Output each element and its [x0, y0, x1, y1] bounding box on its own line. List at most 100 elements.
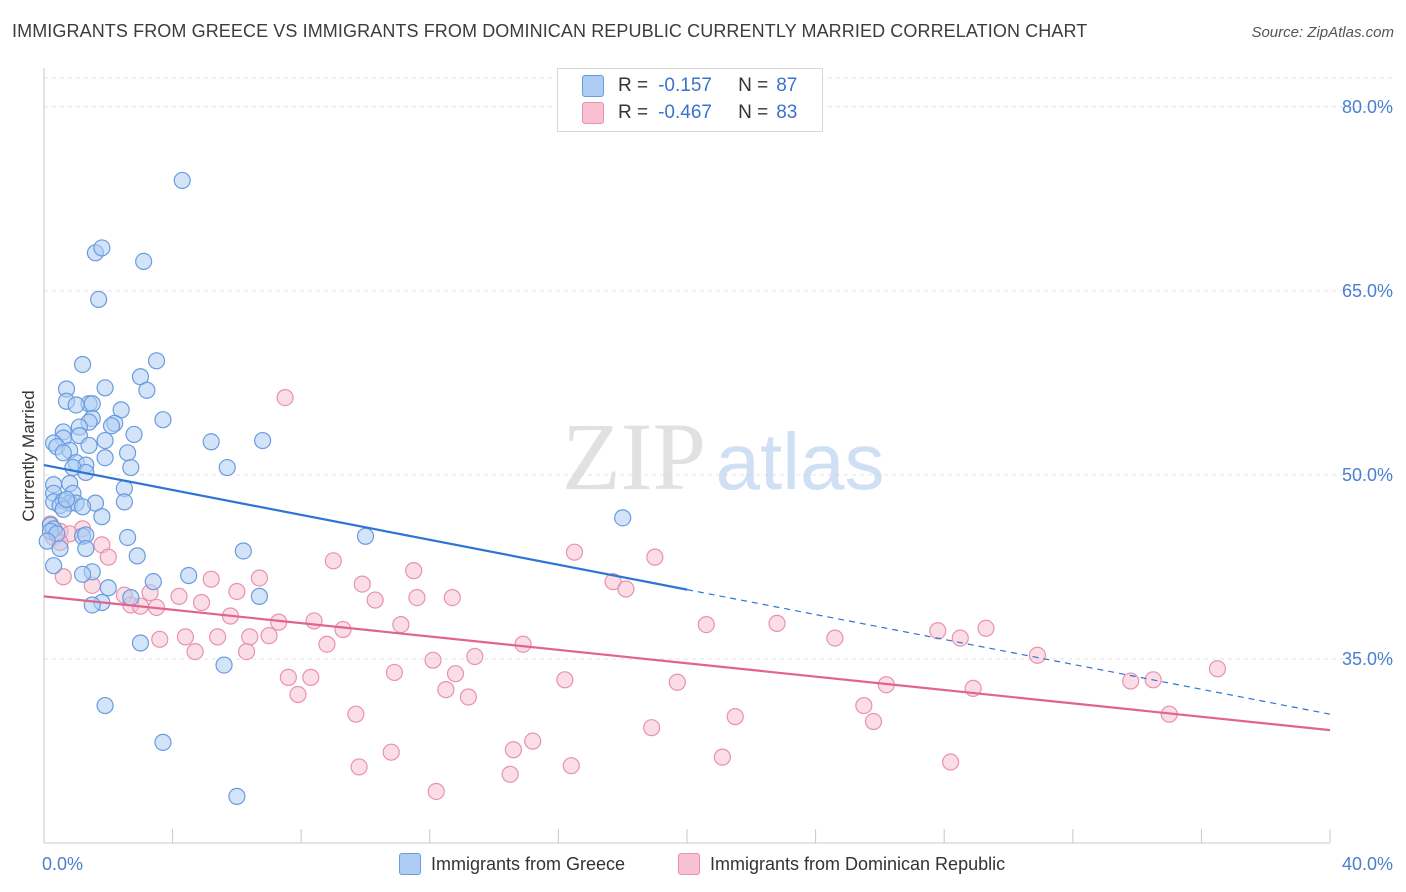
dominican-republic-trend-line — [43, 595, 1331, 732]
data-point-greece — [73, 498, 92, 516]
data-point-dominican-republic — [260, 627, 278, 645]
data-point-greece — [54, 444, 72, 462]
y-tick-label: 65.0% — [1342, 281, 1393, 301]
y-tick-label: 50.0% — [1342, 465, 1393, 485]
data-point-dominican-republic — [276, 389, 294, 407]
data-point-dominican-republic — [556, 671, 574, 689]
data-point-dominican-republic — [186, 642, 204, 661]
data-point-greece — [96, 431, 114, 450]
data-point-dominican-republic — [99, 548, 117, 566]
data-point-greece — [147, 352, 166, 370]
data-point-dominican-republic — [405, 562, 423, 580]
axes — [43, 68, 1331, 844]
r-label: R = — [618, 75, 649, 96]
data-point-dominican-republic — [668, 673, 686, 691]
data-point-dominican-republic — [366, 591, 384, 609]
data-point-dominican-republic — [514, 635, 532, 653]
data-point-greece — [83, 395, 101, 413]
data-point-dominican-republic — [334, 620, 352, 639]
data-point-dominican-republic — [241, 628, 259, 646]
data-point-dominican-republic — [151, 630, 169, 648]
data-point-greece — [77, 539, 95, 558]
greece-trend-extension — [686, 589, 1331, 715]
data-point-greece — [218, 458, 236, 477]
data-point-greece — [118, 528, 137, 547]
data-point-greece — [154, 733, 172, 751]
data-point-greece — [99, 579, 117, 597]
data-point-greece — [93, 239, 111, 257]
n-value: 87 — [776, 75, 798, 96]
tick-labels: 35.0% 50.0% 65.0% 80.0% 0.0% 40.0% — [42, 97, 1393, 874]
data-point-dominican-republic — [697, 615, 715, 634]
data-point-dominican-republic — [202, 570, 220, 588]
data-point-dominican-republic — [385, 663, 404, 682]
greece-swatch — [582, 75, 604, 97]
data-point-dominican-republic — [209, 628, 227, 646]
data-point-dominican-republic — [826, 629, 844, 647]
data-point-greece — [122, 589, 140, 607]
data-point-dominican-republic — [437, 681, 455, 699]
greece-trend-line — [43, 464, 688, 591]
data-point-dominican-republic — [228, 582, 246, 601]
data-point-dominican-republic — [279, 668, 297, 686]
data-point-dominican-republic — [617, 580, 635, 598]
data-point-dominican-republic — [459, 688, 477, 706]
data-point-dominican-republic — [446, 665, 465, 683]
data-point-dominican-republic — [864, 712, 883, 731]
gridlines — [44, 77, 1395, 660]
data-point-greece — [73, 565, 92, 583]
data-point-greece — [90, 290, 108, 309]
data-point-greece — [356, 527, 375, 545]
data-point-dominican-republic — [951, 629, 969, 647]
r-value: -0.157 — [658, 75, 712, 96]
data-point-greece — [202, 433, 220, 451]
data-point-dominican-republic — [646, 548, 664, 566]
data-point-dominican-republic — [713, 748, 731, 766]
data-point-greece — [614, 509, 632, 527]
data-point-greece — [96, 449, 114, 467]
data-point-greece — [93, 508, 111, 526]
data-point-greece — [67, 396, 85, 414]
data-point-dominican-republic — [382, 743, 400, 761]
data-point-greece — [57, 490, 76, 509]
n-value: 83 — [776, 102, 798, 123]
data-point-greece — [102, 417, 121, 435]
data-point-dominican-republic — [170, 587, 188, 605]
data-point-dominican-republic — [466, 647, 484, 666]
legend-row-dominican-republic: R = -0.467 N = 83 — [582, 101, 797, 125]
data-point-dominican-republic — [350, 758, 368, 776]
dr-swatch — [678, 853, 700, 875]
data-point-greece — [73, 355, 92, 374]
data-point-greece — [96, 696, 114, 715]
n-label: N = — [738, 102, 769, 123]
series-greece — [38, 171, 632, 805]
data-point-greece — [215, 656, 233, 674]
watermark-atlas: atlas — [716, 417, 885, 506]
y-tick-label: 80.0% — [1342, 97, 1393, 117]
data-point-greece — [254, 431, 272, 450]
data-point-dominican-republic — [643, 719, 661, 737]
chart-title: IMMIGRANTS FROM GREECE VS IMMIGRANTS FRO… — [12, 21, 1088, 41]
data-point-dominican-republic — [501, 765, 519, 783]
data-point-greece — [234, 542, 252, 560]
data-point-greece — [38, 532, 56, 550]
data-point-dominican-republic — [347, 705, 365, 723]
data-point-dominican-republic — [726, 708, 744, 726]
data-point-dominican-republic — [443, 589, 461, 607]
data-point-greece — [45, 557, 63, 575]
data-point-greece — [144, 573, 162, 591]
data-point-greece — [250, 587, 269, 605]
data-point-greece — [138, 381, 156, 399]
legend-label-greece: Immigrants from Greece — [431, 853, 626, 874]
data-point-dominican-republic — [250, 569, 269, 587]
data-point-dominican-republic — [929, 622, 947, 640]
data-point-greece — [135, 252, 153, 271]
data-point-dominican-republic — [427, 782, 445, 801]
data-point-dominican-republic — [942, 753, 960, 771]
data-point-dominican-republic — [524, 732, 542, 750]
data-point-greece — [131, 634, 150, 652]
data-point-dominican-republic — [1028, 646, 1047, 664]
trend-lines — [43, 464, 1331, 732]
data-point-dominican-republic — [768, 614, 786, 632]
